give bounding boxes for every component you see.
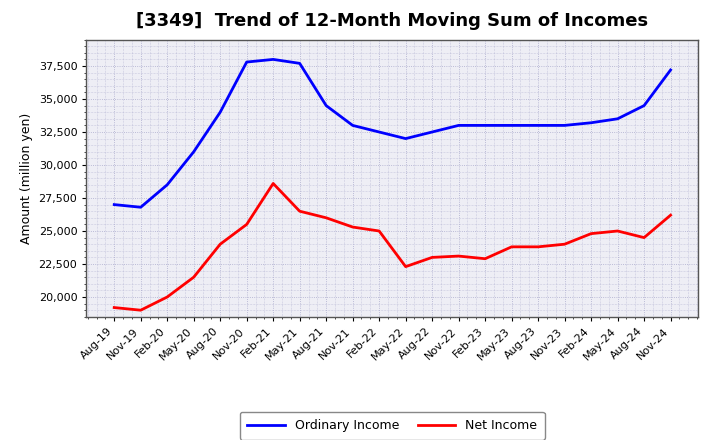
Ordinary Income — [375, 129, 384, 135]
Ordinary Income — [640, 103, 649, 108]
Line: Net Income: Net Income — [114, 183, 670, 310]
Ordinary Income — [401, 136, 410, 141]
Ordinary Income — [243, 59, 251, 65]
Net Income — [534, 244, 542, 249]
Net Income — [587, 231, 595, 236]
Ordinary Income — [428, 129, 436, 135]
Net Income — [666, 213, 675, 218]
Net Income — [481, 256, 490, 261]
Ordinary Income — [216, 110, 225, 115]
Ordinary Income — [269, 57, 277, 62]
Ordinary Income — [454, 123, 463, 128]
Net Income — [375, 228, 384, 234]
Net Income — [110, 305, 119, 310]
Ordinary Income — [189, 149, 198, 154]
Ordinary Income — [295, 61, 304, 66]
Net Income — [454, 253, 463, 259]
Legend: Ordinary Income, Net Income: Ordinary Income, Net Income — [240, 412, 545, 440]
Net Income — [428, 255, 436, 260]
Ordinary Income — [587, 120, 595, 125]
Ordinary Income — [110, 202, 119, 207]
Ordinary Income — [508, 123, 516, 128]
Line: Ordinary Income: Ordinary Income — [114, 59, 670, 207]
Ordinary Income — [163, 182, 171, 187]
Net Income — [243, 222, 251, 227]
Title: [3349]  Trend of 12-Month Moving Sum of Incomes: [3349] Trend of 12-Month Moving Sum of I… — [136, 12, 649, 30]
Ordinary Income — [666, 67, 675, 73]
Y-axis label: Amount (million yen): Amount (million yen) — [20, 113, 33, 244]
Ordinary Income — [560, 123, 569, 128]
Net Income — [560, 242, 569, 247]
Net Income — [189, 275, 198, 280]
Ordinary Income — [136, 205, 145, 210]
Ordinary Income — [481, 123, 490, 128]
Net Income — [216, 242, 225, 247]
Net Income — [640, 235, 649, 240]
Net Income — [401, 264, 410, 269]
Net Income — [613, 228, 622, 234]
Net Income — [269, 181, 277, 186]
Net Income — [163, 294, 171, 300]
Ordinary Income — [534, 123, 542, 128]
Net Income — [348, 224, 357, 230]
Ordinary Income — [348, 123, 357, 128]
Ordinary Income — [322, 103, 330, 108]
Ordinary Income — [613, 116, 622, 121]
Net Income — [136, 308, 145, 313]
Net Income — [322, 215, 330, 220]
Net Income — [295, 209, 304, 214]
Net Income — [508, 244, 516, 249]
